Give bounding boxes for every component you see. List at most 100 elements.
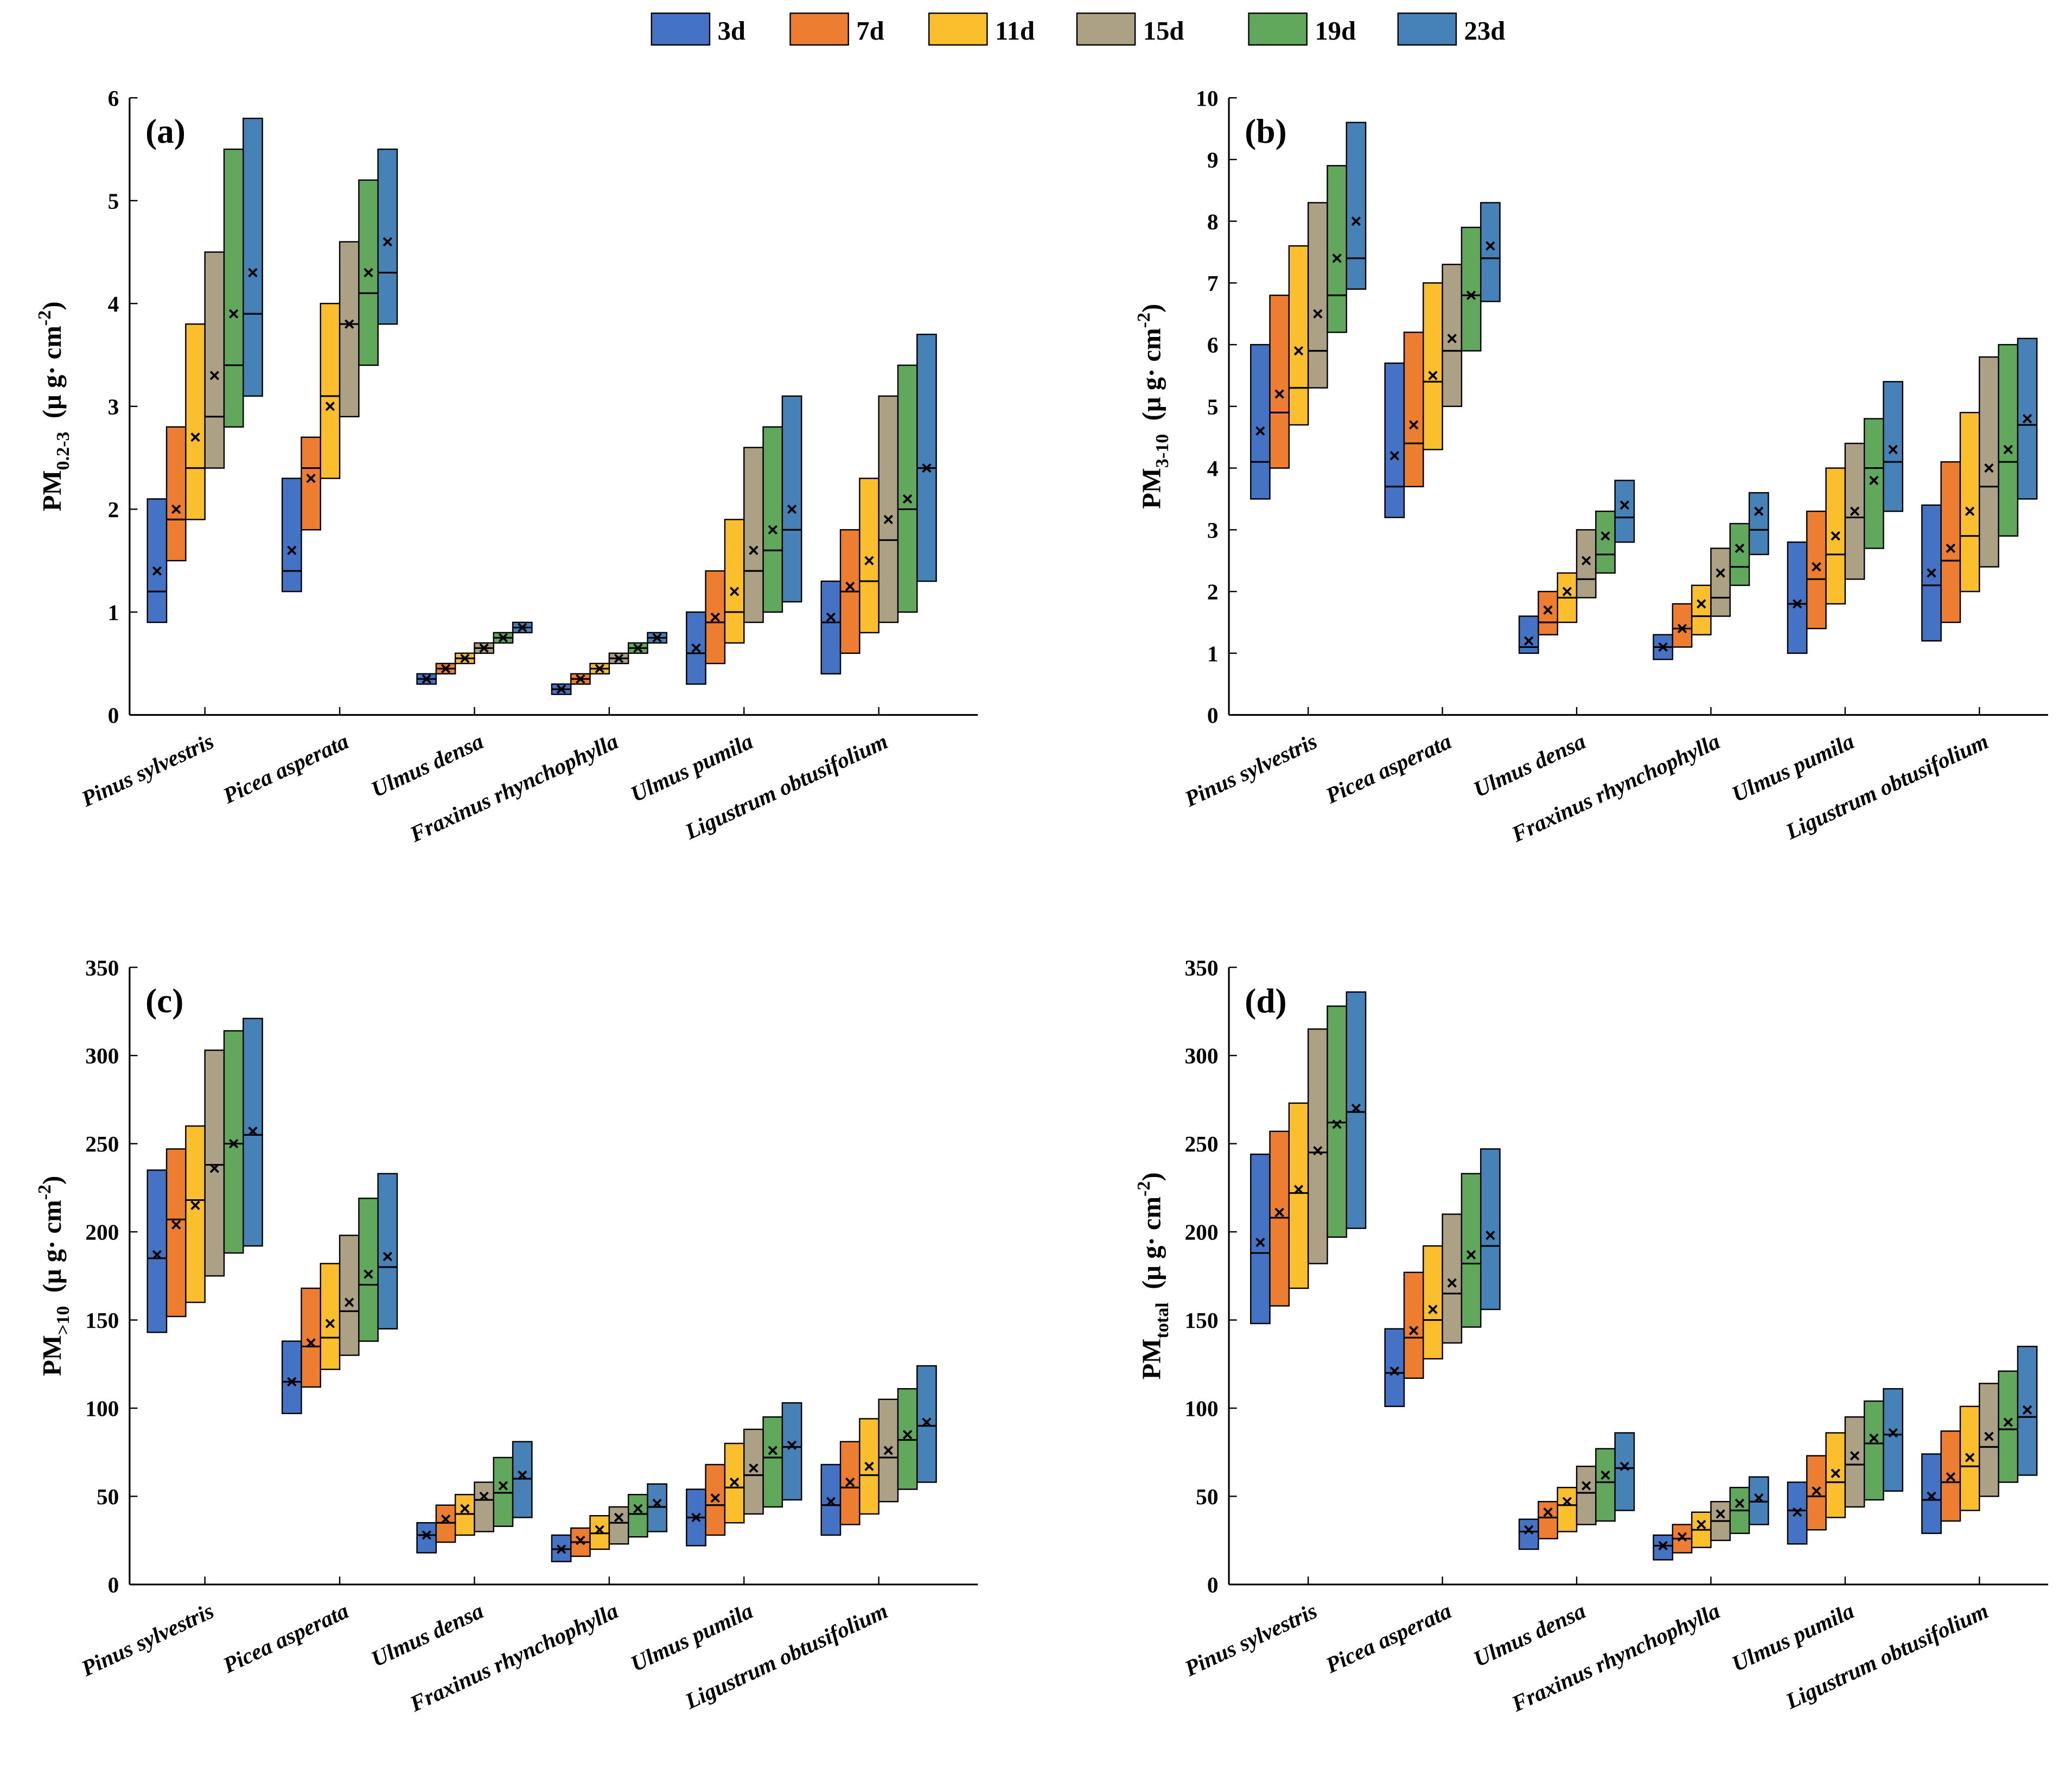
box-mean-marker [1888,1428,1898,1438]
box-range [1979,356,1999,568]
box-7d [705,570,726,664]
x-tick-label: Picea asperata [1321,1598,1455,1678]
box-mean-marker [209,371,220,380]
y-label-sup: -2 [35,1185,55,1200]
box-range [743,1428,764,1515]
box-mean-marker [922,463,932,473]
box-range [762,426,783,613]
y-label-sub: >10 [53,1306,73,1335]
box-range [916,1365,937,1483]
box-23d [1614,480,1635,543]
box-range [1250,1153,1271,1325]
box-range [1672,603,1693,648]
box-mean-marker [2003,1417,2013,1427]
box-7d [1269,294,1290,469]
box-range [1614,480,1635,543]
y-tick-label: 6 [1207,333,1219,358]
box-23d [1748,492,1769,556]
box-3d [1921,1453,1942,1534]
legend-label: 7d [856,16,884,46]
legend-label: 23d [1464,16,1506,46]
panel-label: (b) [1245,112,1286,150]
box-range [1269,294,1290,469]
y-tick-label: 2 [1207,580,1219,605]
box-range [1269,1130,1290,1307]
box-15d [1576,529,1597,599]
box-mean-marker [1332,1119,1342,1129]
box-range [1806,1455,1827,1531]
box-range [185,323,206,520]
box-range [1691,584,1712,635]
box-mean-marker [1543,1507,1553,1517]
y-tick-label: 0 [108,703,119,728]
box-range [627,1494,648,1538]
box-mean-marker [768,525,777,535]
box-3d [1518,1518,1539,1550]
box-7d [1269,1130,1290,1307]
y-axis-label: PM>10 (μ g· cm-2) [35,1176,73,1376]
box-15d [204,251,225,469]
box-mean-marker [345,1297,354,1307]
y-tick-label: 3 [108,394,119,419]
panel-c: 0 50 100 150 200 250 300 350 PM>10 (μ g· cm-2) (c)… [35,955,978,1716]
legend-swatch [789,12,849,46]
x-tick-label: Ulmus densa [1470,1598,1590,1671]
box-11d [859,1418,879,1515]
box-range [223,148,244,428]
panel-label: (a) [145,112,186,150]
box-mean-marker [1486,241,1495,251]
box-15d [878,1398,899,1503]
box-range [1442,264,1463,408]
box-range [878,395,899,623]
box-mean-marker [864,1461,874,1471]
box-15d [474,1481,495,1532]
panel-label: (d) [1245,982,1286,1020]
box-19d [223,1030,244,1254]
box-mean-marker [826,1497,836,1506]
box-7d [435,1504,456,1543]
box-11d [589,663,610,675]
y-tick-label: 300 [1184,1043,1218,1068]
box-19d [1461,226,1482,352]
y-label-sup: -2 [1134,1181,1154,1197]
box-19d [627,1494,648,1538]
box-range [1403,1271,1424,1379]
box-11d [724,519,745,644]
x-tick-label: Picea asperata [219,1598,352,1678]
box-19d [358,179,379,366]
y-label-close: ) [37,302,67,310]
box-mean-marker [1697,1519,1706,1530]
box-mean-marker [460,653,470,663]
box-range [204,251,225,469]
box-15d [1710,1501,1731,1541]
box-range [647,1483,668,1532]
box-3d [1384,362,1405,518]
box-mean-marker [2022,413,2032,424]
box-mean-marker [1946,543,1956,553]
box-15d [608,652,629,664]
box-11d [1825,1432,1846,1518]
box-3d [146,498,168,623]
box-mean-marker [1869,475,1879,486]
legend-item-23d: 23d [1397,12,1506,46]
box-range [1327,1005,1348,1238]
box-range [1461,226,1482,352]
box-15d [743,1428,764,1515]
box-23d [243,1017,263,1247]
box-range [1998,1370,2019,1483]
box-mean-marker [1274,389,1284,399]
box-mean-marker [595,664,604,673]
box-19d [1461,1173,1482,1328]
y-tick-label: 8 [1207,209,1219,234]
box-7d [1672,1524,1693,1554]
box-range [1250,343,1271,500]
y-axis-label: PM3-10 (μ g· cm-2) [1134,304,1172,509]
box-range [897,364,918,613]
box-mean-marker [325,402,335,411]
box-mean-marker [1466,1250,1476,1260]
box-mean-marker [1313,1146,1323,1156]
box-range [743,447,764,623]
box-mean-marker [1524,1525,1534,1535]
box-mean-marker [1735,1498,1745,1509]
box-3d [281,1340,302,1414]
